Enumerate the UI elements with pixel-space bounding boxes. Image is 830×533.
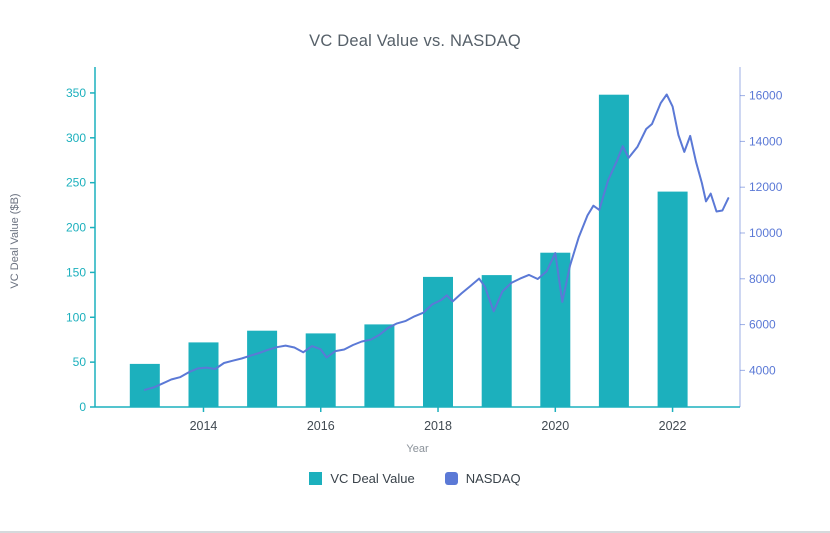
vc-bar-2013 [129,363,160,407]
y-axis-title: VC Deal Value ($B) [9,193,21,288]
nasdaq-legend-label: NASDAQ [465,471,521,486]
nasdaq-line [143,93,730,391]
right-tick-label: 14000 [749,134,783,148]
vc-bar-2014 [188,342,219,407]
left-tick-label: 0 [79,400,86,414]
right-tick-label: 16000 [749,89,783,103]
left-tick-label: 150 [66,265,86,279]
vc-bar-2015 [247,330,278,407]
right-tick-label: 8000 [749,272,776,286]
right-tick-label: 10000 [749,226,783,240]
right-tick-label: 12000 [749,180,783,194]
vc-bar-2018 [423,276,453,407]
x-axis-title: Year [406,443,429,455]
vc-bar-2016 [305,333,336,407]
right-tick-label: 6000 [749,318,776,332]
nasdaq-swatch [444,472,458,485]
left-tick-label: 350 [66,86,86,100]
right-tick-label: 4000 [749,363,776,377]
x-tick-label: 2016 [307,419,335,433]
left-tick-label: 250 [66,176,86,190]
legend-item-vc-deal-value: VC Deal Value [309,471,415,486]
vc-bar-2021 [598,94,629,407]
vc-bar-2017 [364,324,395,407]
chart-title: VC Deal Value vs. NASDAQ [309,32,521,50]
legend-item-nasdaq: NASDAQ [444,471,521,486]
x-tick-label: 2014 [190,419,218,433]
vc-bar-2022 [657,191,688,407]
left-tick-label: 100 [66,310,86,324]
vc-bar-2020 [540,252,571,407]
legend: VC Deal Value NASDAQ [0,471,830,486]
chart-canvas: 0 50 100 150 200 250 300 350 4000 6000 8000 10000 12… [9,67,783,455]
x-tick-label: 2018 [424,419,452,433]
x-tick-label: 2020 [541,419,569,433]
vc-deal-value-legend-label: VC Deal Value [330,471,415,486]
left-tick-label: 50 [73,355,87,369]
left-tick-label: 200 [66,221,86,235]
vc-bar-2019 [481,275,512,407]
vc-deal-value-swatch [309,472,323,485]
left-tick-label: 300 [66,131,86,145]
x-tick-label: 2022 [659,419,687,433]
